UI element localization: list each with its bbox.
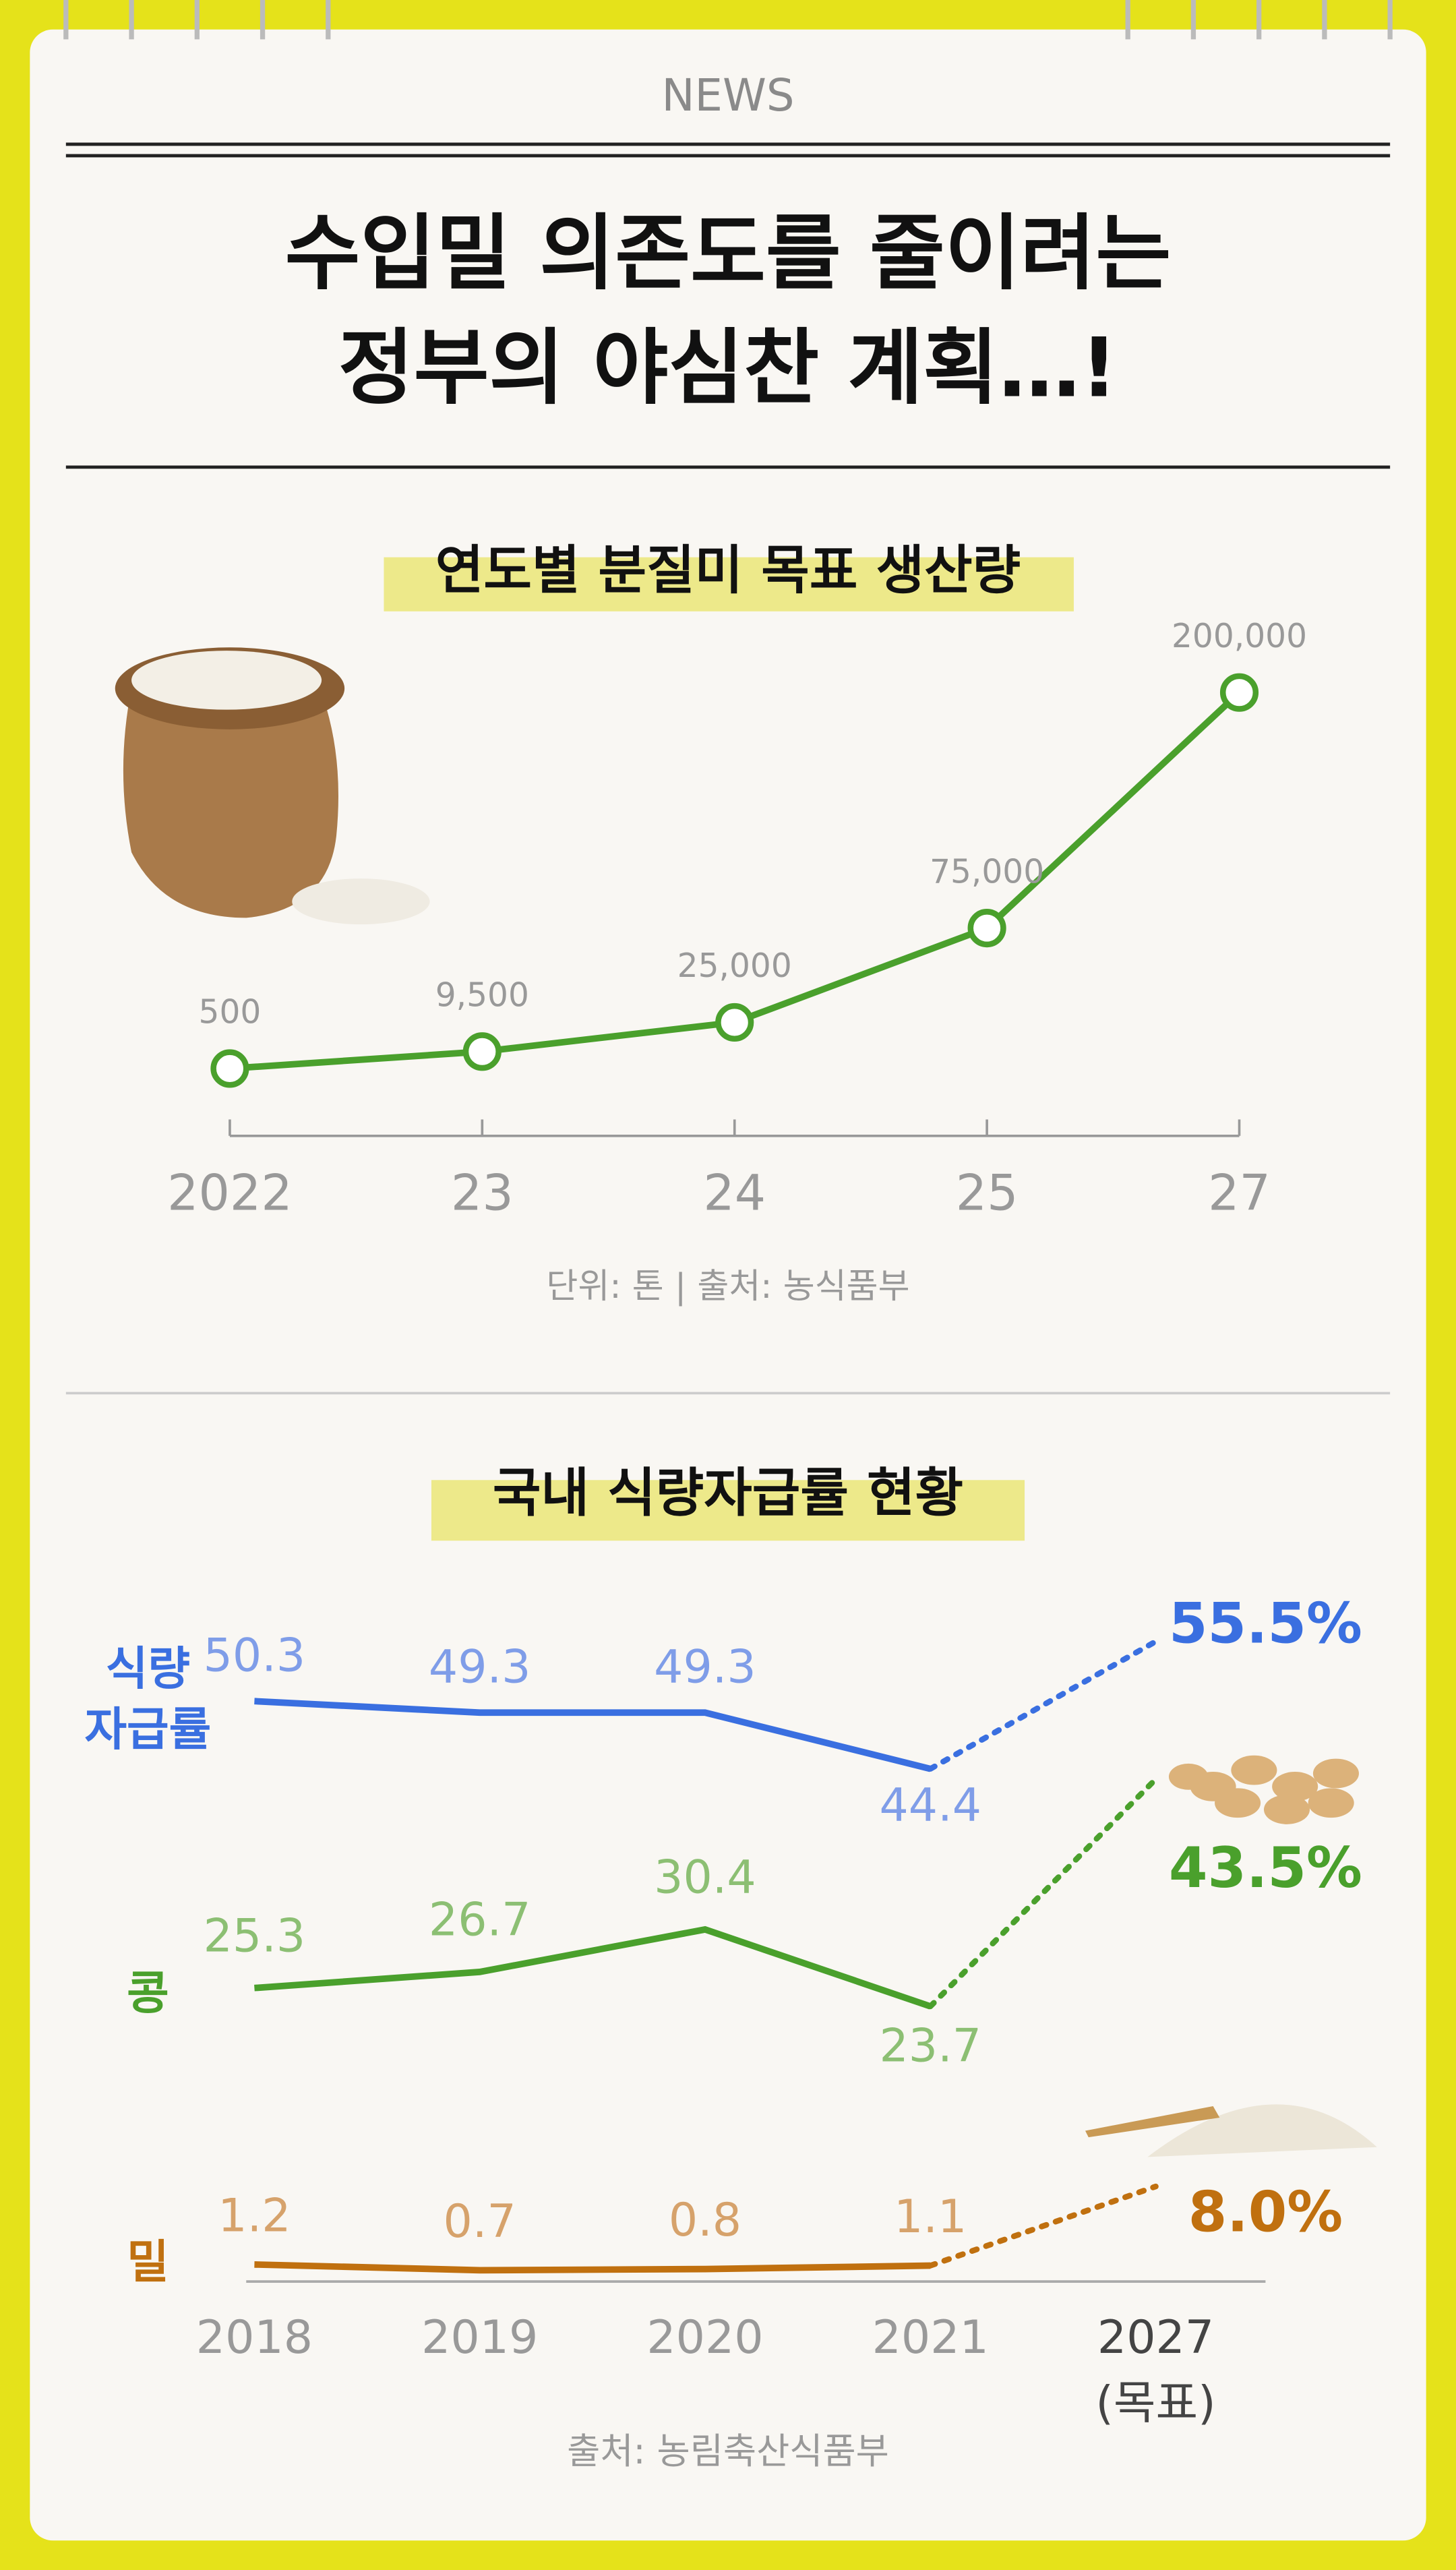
target-line <box>927 2183 1159 2269</box>
highlight <box>431 1480 1025 1541</box>
value-label: 44.4 <box>879 1779 981 1832</box>
header: NEWS <box>661 70 794 121</box>
title: 정부의 야심찬 계획…! <box>338 320 1118 415</box>
flour-illustration <box>1085 2104 1377 2157</box>
line <box>254 1698 932 1772</box>
value-label: 9,500 <box>435 977 529 1015</box>
value-label: 25.3 <box>204 1909 306 1963</box>
value-label: 23.7 <box>879 2020 981 2073</box>
x-tick-label: 2018 <box>196 2311 313 2364</box>
legend-label: 식량 자급률 <box>84 1642 211 1756</box>
value-label: 49.3 <box>654 1641 756 1694</box>
target-note: (목표) <box>1095 2377 1215 2430</box>
value-label: 25,000 <box>677 947 792 985</box>
value-label: 1.2 <box>218 2189 291 2242</box>
value-label: 200,000 <box>1172 618 1307 655</box>
marker <box>210 1049 249 1088</box>
title: 수입밀 의존도를 줄이려는 <box>285 205 1172 301</box>
x-tick-label: 2027 <box>1097 2311 1214 2364</box>
value-label: 1.1 <box>894 2190 967 2244</box>
beans-illustration <box>1168 1755 1359 1824</box>
highlight <box>384 557 1074 611</box>
legend-label: 밀 <box>127 2236 169 2289</box>
note: 출처: 농림축산식품부 <box>567 2430 889 2472</box>
rice-sack-illustration <box>115 647 430 925</box>
target-label: 8.0% <box>1188 2180 1343 2244</box>
value-label: 49.3 <box>429 1641 531 1694</box>
x-tick-label: 24 <box>703 1165 766 1222</box>
x-tick-label: 2019 <box>421 2311 538 2364</box>
binding-rings <box>63 0 1393 40</box>
marker <box>462 1032 502 1071</box>
value-label: 26.7 <box>429 1893 531 1946</box>
value-label: 0.7 <box>444 2195 516 2248</box>
target-line <box>927 1776 1159 2010</box>
x-tick-label: 2021 <box>872 2311 989 2364</box>
legend-label: 콩 <box>127 1967 169 2021</box>
line <box>254 2261 931 2274</box>
value-label: 30.4 <box>654 1851 756 1905</box>
chart-title: 국내 식량자급률 현황 <box>493 1463 963 1524</box>
x-tick-label: 25 <box>956 1165 1019 1222</box>
x-tick-label: 2020 <box>646 2311 763 2364</box>
value-label: 75,000 <box>930 853 1044 891</box>
value-label: 50.3 <box>204 1630 306 1683</box>
target-label: 43.5% <box>1169 1836 1362 1901</box>
chart-title: 연도별 분질미 목표 생산량 <box>435 540 1021 601</box>
card <box>30 29 1426 2541</box>
line <box>254 1925 932 2010</box>
target-line <box>927 1638 1159 1772</box>
marker <box>1219 673 1259 712</box>
x-tick-label: 23 <box>451 1165 514 1222</box>
marker <box>715 1003 754 1042</box>
target-label: 55.5% <box>1169 1592 1362 1656</box>
x-tick-label: 27 <box>1208 1165 1271 1222</box>
value-label: 500 <box>199 994 262 1032</box>
x-tick-label: 2022 <box>167 1165 293 1222</box>
marker <box>967 909 1006 948</box>
value-label: 0.8 <box>669 2194 741 2247</box>
note: 단위: 톤 | 출처: 농식품부 <box>546 1267 909 1307</box>
